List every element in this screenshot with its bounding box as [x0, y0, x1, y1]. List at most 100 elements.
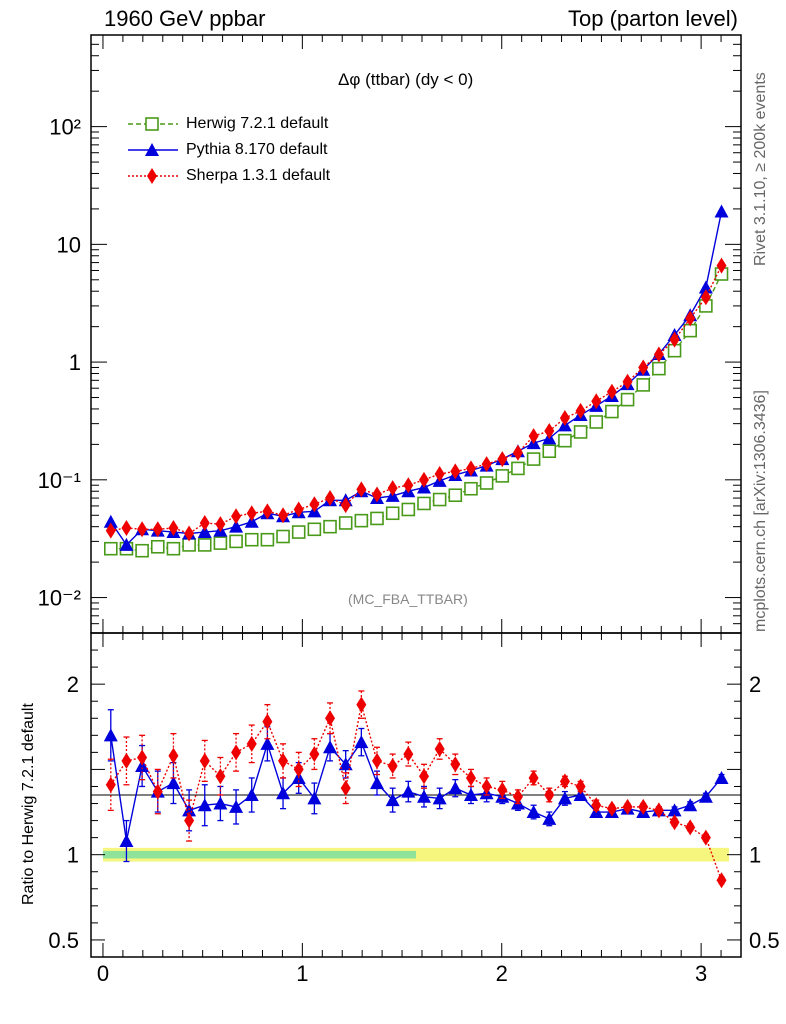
data-point	[544, 422, 555, 439]
data-point	[356, 481, 367, 498]
main-series	[103, 204, 729, 558]
data-point	[197, 538, 212, 552]
x-tick-label: 1	[296, 961, 308, 986]
data-point	[620, 392, 635, 407]
y-tick-label: 10⁻²	[38, 586, 81, 611]
ratio-point	[199, 752, 210, 769]
data-point	[605, 404, 619, 419]
data-point	[403, 477, 414, 494]
data-point	[229, 534, 243, 549]
ratio-point	[119, 834, 134, 848]
legend-label-sherpa: Sherpa 1.3.1 default	[186, 167, 331, 184]
ratio-point	[669, 814, 680, 831]
x-tick-labels: 0 1 2 3	[97, 961, 707, 986]
data-point	[385, 506, 400, 521]
ratio-point	[606, 800, 617, 817]
data-point	[293, 501, 304, 518]
ratio-point	[591, 797, 602, 814]
ratio-point	[559, 773, 570, 790]
data-point	[683, 323, 697, 338]
ratio-point	[542, 811, 557, 825]
data-point	[260, 532, 275, 547]
ratio-point	[338, 757, 353, 771]
ratio-point	[450, 756, 461, 773]
ratio-point	[325, 710, 336, 727]
ratio-point	[512, 788, 523, 805]
ratio-point	[667, 803, 682, 817]
x-tick-label: 0	[97, 961, 109, 986]
ratio-uncertainty-band	[102, 847, 730, 862]
data-point	[417, 496, 431, 511]
ratio-point	[260, 736, 275, 750]
ratio-point	[244, 788, 259, 801]
ratio-point	[135, 759, 150, 773]
ratio-point	[323, 740, 338, 754]
data-point	[244, 532, 259, 547]
y-tick-label: 10⁻¹	[38, 468, 81, 493]
data-point	[370, 511, 384, 526]
ratio-point	[448, 781, 463, 795]
ratio-point	[700, 829, 711, 846]
ratio-point	[103, 728, 118, 742]
legend-label-pythia: Pythia 8.170 default	[186, 141, 328, 158]
y-tick-labels: 10⁻² 10⁻¹ 1 10 10² 0.5 0.5 1 1 2 2	[38, 115, 780, 953]
data-point	[528, 428, 539, 445]
ratio-point	[416, 789, 431, 803]
ratio-point	[573, 788, 588, 801]
ratio-point	[340, 780, 351, 797]
data-point	[418, 471, 429, 488]
legend-marker-pythia	[128, 143, 178, 156]
ratio-point	[401, 784, 416, 798]
data-point	[497, 451, 508, 468]
x-tick-label: 2	[496, 961, 508, 986]
data-point	[401, 502, 416, 517]
ratio-point	[121, 752, 132, 769]
data-point	[325, 490, 336, 507]
header-left-label: 1960 GeV ppbar	[104, 6, 266, 31]
band-inner	[102, 850, 416, 859]
data-point	[434, 466, 445, 483]
y-tick-label: 10²	[49, 115, 81, 140]
ratio-point	[197, 798, 212, 812]
ratio-point	[575, 778, 586, 795]
ratio-point	[184, 812, 195, 829]
header-right-label: Top (parton level)	[568, 6, 738, 31]
ratio-plot-frame	[90, 632, 742, 958]
ratio-point	[354, 735, 369, 749]
ratio-point	[418, 768, 429, 785]
data-point	[135, 543, 149, 558]
data-point	[340, 497, 351, 514]
data-point	[354, 513, 369, 528]
data-point	[495, 469, 510, 483]
data-point	[669, 331, 680, 348]
data-point	[512, 444, 523, 461]
ratio-y-tick-label-right: 0.5	[749, 928, 780, 953]
data-point	[262, 503, 273, 520]
ratio-point	[231, 744, 242, 761]
data-point	[716, 257, 727, 274]
data-point	[137, 521, 148, 538]
data-point	[652, 361, 666, 376]
ratio-point	[714, 770, 729, 784]
ratio-point	[372, 752, 382, 769]
ratio-y-axis-label: Ratio to Herwig 7.2.1 default	[20, 703, 37, 905]
data-point	[197, 525, 212, 539]
ratio-point	[307, 791, 322, 805]
ratio-point	[698, 789, 713, 803]
legend-marker-herwig	[128, 117, 178, 131]
ratio-series-line	[110, 735, 723, 842]
ratio-point	[463, 788, 478, 801]
data-point	[465, 460, 476, 477]
ratio-point	[262, 713, 273, 730]
ratio-point	[385, 793, 400, 807]
ratio-point	[168, 747, 179, 764]
data-point	[278, 507, 289, 524]
main-axis-ticks	[91, 34, 741, 634]
ratio-point	[481, 778, 492, 795]
ratio-point	[276, 786, 291, 800]
data-point	[622, 373, 633, 390]
ratio-point	[403, 746, 414, 763]
data-point	[481, 456, 492, 473]
ratio-y-tick-label: 0.5	[48, 928, 79, 953]
rivet-version-label: Rivet 3.1.10, ≥ 200k events	[752, 72, 769, 266]
